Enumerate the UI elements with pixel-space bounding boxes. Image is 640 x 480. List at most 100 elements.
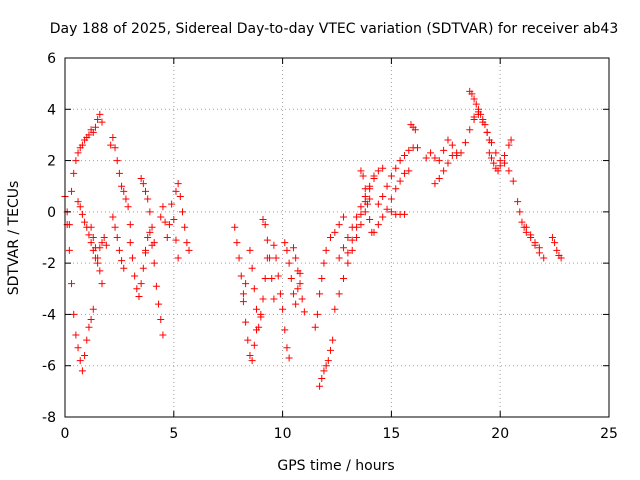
data-point [379, 164, 387, 172]
data-point [322, 246, 330, 254]
data-point [81, 218, 89, 226]
data-point [507, 136, 515, 144]
data-point [331, 228, 339, 236]
data-point [76, 203, 84, 211]
data-point [318, 275, 326, 283]
data-point [435, 175, 443, 183]
data-point [470, 113, 478, 121]
data-point [126, 239, 134, 247]
data-point [505, 141, 513, 149]
data-point [316, 290, 324, 298]
data-point [78, 210, 86, 218]
data-point [259, 295, 267, 303]
series-arc-16 [270, 241, 293, 362]
data-point [318, 375, 326, 383]
data-point [344, 249, 352, 257]
data-point [183, 239, 191, 247]
data-point [387, 195, 395, 203]
data-point [76, 357, 84, 365]
series-arc-29 [422, 149, 439, 162]
data-point [270, 241, 278, 249]
series-arc-18 [289, 244, 308, 316]
data-point [453, 151, 461, 159]
data-point [250, 341, 258, 349]
series-arc-14 [246, 246, 271, 331]
data-point [422, 154, 430, 162]
y-tick-label: -6 [42, 359, 56, 375]
data-point [405, 146, 413, 154]
data-point [483, 128, 491, 136]
data-point [374, 221, 382, 229]
series-arc-32 [466, 87, 493, 144]
data-point [239, 298, 247, 306]
data-point [289, 290, 297, 298]
data-point [400, 169, 408, 177]
data-point [289, 244, 297, 252]
series-arc-21 [331, 195, 374, 313]
data-point [246, 351, 254, 359]
data-point [65, 246, 73, 254]
data-point [300, 308, 308, 316]
data-point [516, 208, 524, 216]
data-point [102, 241, 110, 249]
data-point [98, 239, 106, 247]
data-point [87, 223, 95, 231]
data-point [557, 254, 565, 262]
data-point [279, 305, 287, 313]
data-point [144, 234, 152, 241]
data-point [283, 246, 291, 254]
data-point [285, 259, 293, 267]
data-point [94, 116, 102, 124]
data-point [472, 100, 480, 108]
x-tick-label: 10 [274, 426, 292, 442]
data-point [120, 187, 128, 195]
data-point [148, 223, 156, 231]
data-point [285, 354, 293, 362]
x-tick-label: 5 [169, 426, 178, 442]
data-point [292, 300, 300, 308]
data-point [172, 187, 180, 195]
y-tick-label: 6 [47, 51, 56, 67]
data-point [311, 323, 319, 331]
data-point [374, 167, 382, 175]
data-point [326, 234, 334, 241]
y-tick-label: 2 [47, 154, 56, 170]
data-point [461, 139, 469, 147]
data-point [111, 144, 119, 152]
data-point [126, 221, 134, 229]
data-point [261, 275, 269, 283]
data-point [396, 157, 404, 165]
data-point [283, 344, 291, 352]
y-axis-label: SDTVAR / TECUs [6, 181, 22, 296]
series-arc-34 [485, 149, 517, 185]
data-point [85, 131, 93, 139]
data-point [78, 141, 86, 149]
data-point [518, 218, 526, 226]
data-point [96, 267, 104, 275]
data-point [139, 264, 147, 272]
data-point [168, 200, 176, 208]
data-point [139, 180, 147, 188]
data-point [250, 285, 258, 293]
data-point [548, 234, 556, 241]
data-point [468, 90, 476, 98]
data-point [98, 118, 106, 126]
y-tick-label: 4 [47, 102, 56, 118]
data-point [266, 254, 274, 262]
data-point [165, 221, 173, 229]
data-point [357, 167, 365, 175]
data-point [296, 280, 304, 288]
data-point [152, 282, 160, 290]
data-point [181, 223, 189, 231]
data-point [78, 367, 86, 375]
data-point [157, 213, 165, 221]
data-point [485, 149, 493, 157]
data-point [361, 208, 369, 216]
x-axis-label: GPS time / hours [277, 458, 394, 474]
data-point [440, 167, 448, 175]
data-point [248, 264, 256, 272]
data-point [427, 149, 435, 157]
data-point [326, 346, 334, 354]
data-point [535, 249, 543, 257]
data-point [348, 236, 356, 244]
